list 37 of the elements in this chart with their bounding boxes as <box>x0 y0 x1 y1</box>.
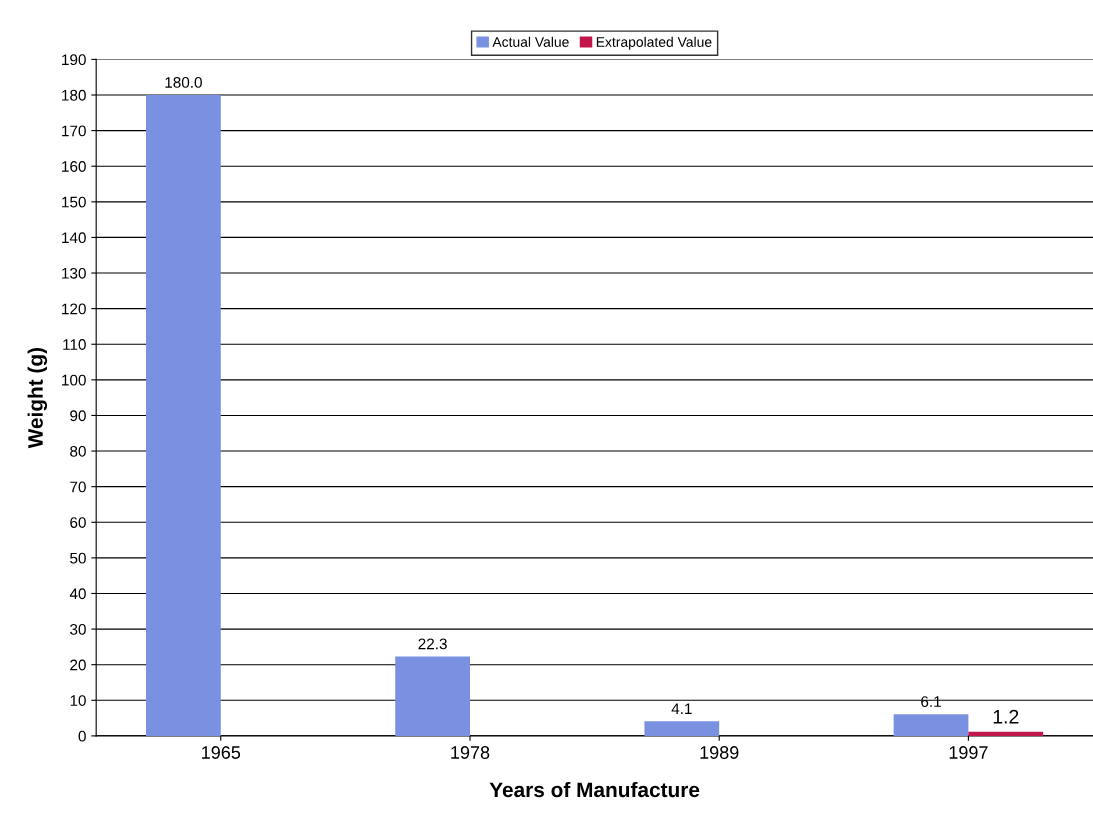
y-tick-label: 180 <box>62 89 86 101</box>
legend-label: Extrapolated Value <box>596 36 712 50</box>
y-tick-label: 150 <box>62 196 86 208</box>
data-label: 4.1 <box>671 703 692 714</box>
data-label: 22.3 <box>418 638 447 650</box>
y-tick-label: 10 <box>70 695 86 706</box>
y-tick-label: 170 <box>62 125 86 137</box>
y-tick-label: 160 <box>62 161 86 172</box>
y-tick-label: 110 <box>63 339 86 350</box>
y-tick-label: 80 <box>70 445 86 457</box>
bar <box>395 656 470 736</box>
y-tick-label: 60 <box>70 517 86 528</box>
x-tick-label: 1989 <box>700 746 739 759</box>
y-tick-label: 90 <box>70 410 86 422</box>
y-tick-label: 190 <box>62 54 86 66</box>
bar <box>146 95 221 736</box>
y-tick-label: 40 <box>69 588 86 600</box>
bar <box>893 714 969 736</box>
x-axis-title: Years of Manufacture <box>489 781 700 798</box>
bar <box>644 721 720 736</box>
y-tick-label: 70 <box>70 481 86 493</box>
legend-label: Actual Value <box>492 36 569 47</box>
y-tick-label: 20 <box>70 659 86 671</box>
data-label: 180.0 <box>165 77 202 88</box>
y-tick-label: 130 <box>62 267 86 279</box>
y-tick-label: 140 <box>62 232 86 244</box>
y-axis-title: Weight (g) <box>27 347 48 449</box>
y-tick-label: 30 <box>70 623 86 635</box>
x-tick-label: 1965 <box>202 746 241 759</box>
y-tick-label: 0 <box>78 730 86 742</box>
data-label: 1.2 <box>993 709 1019 724</box>
bar <box>968 731 1044 736</box>
x-tick-label: 1997 <box>949 746 988 759</box>
y-tick-label: 120 <box>62 303 86 315</box>
x-tick-label: 1978 <box>451 746 490 759</box>
y-tick-label: 50 <box>70 552 86 564</box>
y-tick-label: 100 <box>62 374 86 386</box>
